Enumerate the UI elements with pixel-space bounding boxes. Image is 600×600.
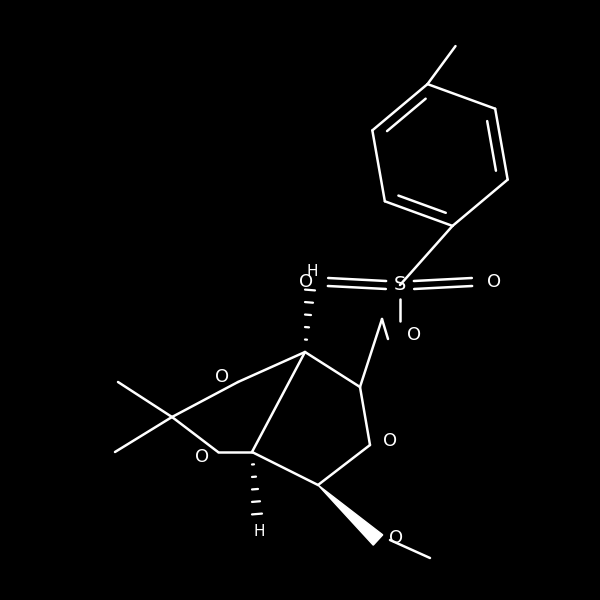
Text: O: O — [407, 326, 421, 344]
Polygon shape — [318, 485, 383, 545]
Text: H: H — [306, 265, 318, 280]
Text: H: H — [253, 524, 265, 539]
Text: O: O — [299, 273, 313, 291]
Text: O: O — [215, 368, 229, 386]
Text: O: O — [487, 273, 501, 291]
Text: S: S — [394, 275, 406, 295]
Text: O: O — [383, 432, 397, 450]
Text: O: O — [389, 529, 403, 547]
Text: O: O — [195, 448, 209, 466]
